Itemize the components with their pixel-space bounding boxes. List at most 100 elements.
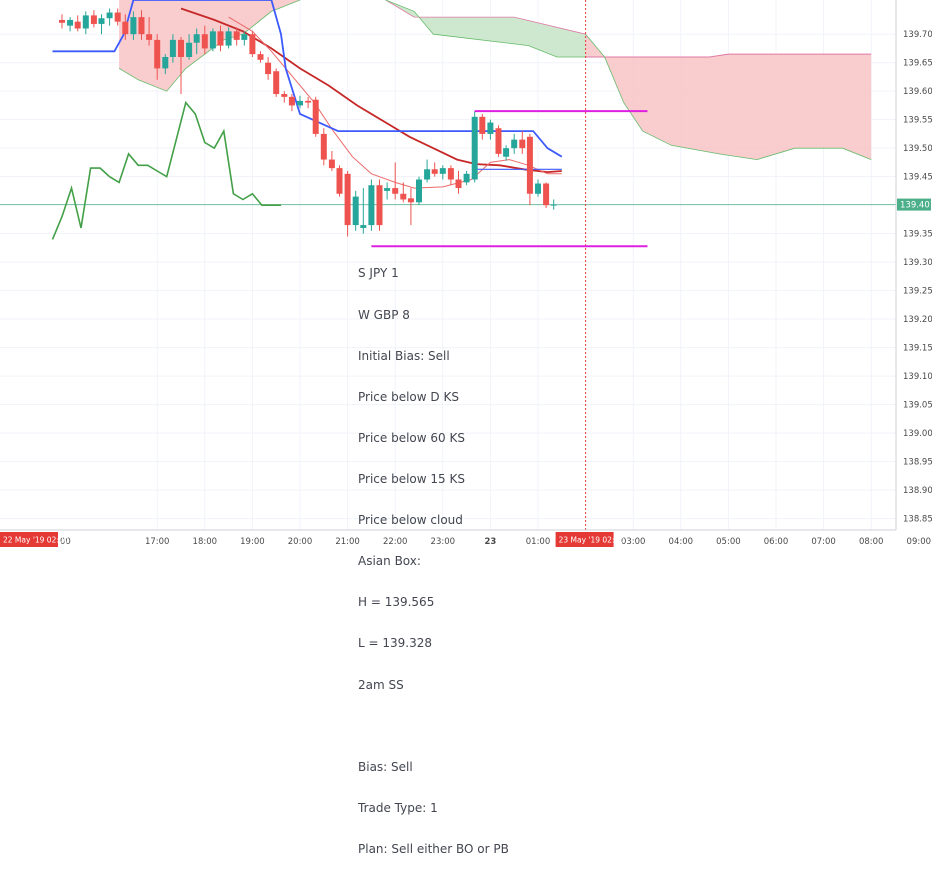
- last-price-label: 139.401: [900, 201, 932, 211]
- candle-body-down: [273, 71, 280, 95]
- candle-body-up: [368, 185, 375, 226]
- candle-body-up: [463, 173, 470, 183]
- candle-body-down: [344, 173, 351, 226]
- candle-body-down: [201, 34, 208, 49]
- candle-body-up: [162, 56, 169, 69]
- time-tick-label: 00: [60, 537, 71, 547]
- candle-body-down: [265, 62, 272, 75]
- candle-body-down: [257, 54, 264, 60]
- candle-body-down: [336, 168, 343, 194]
- note-line: [358, 720, 509, 734]
- candle-body-up: [225, 31, 232, 46]
- price-tick-label: 139.250: [903, 287, 932, 297]
- price-tick-label: 138.850: [903, 515, 932, 525]
- time-tick-label: 20:00: [288, 537, 313, 547]
- candle-body-up: [384, 188, 391, 191]
- candle-body-down: [178, 39, 184, 57]
- candle-body-down: [114, 12, 121, 22]
- candle-body-down: [90, 15, 97, 24]
- note-line: L = 139.328: [358, 636, 432, 651]
- note-line: H = 139.565: [358, 595, 435, 610]
- time-axis-bg: [0, 530, 896, 550]
- time-tick-label: 07:00: [811, 537, 836, 547]
- candle-body-up: [439, 168, 446, 174]
- note-line: S JPY 1: [358, 266, 399, 281]
- candle-body-down: [74, 21, 81, 29]
- candle-body-up: [186, 42, 193, 57]
- price-tick-label: 138.950: [903, 458, 932, 468]
- candle-body-down: [312, 99, 319, 134]
- candle-body-up: [297, 100, 303, 106]
- candle-body-up: [487, 122, 494, 134]
- candles: [59, 8, 557, 237]
- time-tick-label: 05:00: [716, 537, 741, 547]
- candle-body-up: [352, 196, 359, 226]
- candle-body-down: [328, 159, 335, 169]
- candle-body-up: [416, 179, 422, 203]
- price-tick-label: 139.450: [903, 173, 932, 183]
- candle-body-down: [288, 96, 295, 106]
- candle-body-down: [122, 21, 129, 35]
- candle-body-down: [400, 193, 407, 200]
- candle-body-down: [407, 198, 414, 203]
- note-line: W GBP 8: [358, 307, 410, 322]
- cloud-span-a-line: [385, 0, 586, 35]
- candle-body-up: [550, 204, 557, 206]
- price-axis-bg: [896, 0, 932, 550]
- candle-body-down: [392, 188, 399, 194]
- candle-body-down: [281, 94, 288, 97]
- price-tick-label: 139.300: [903, 258, 932, 268]
- time-tick-label: 03:00: [621, 537, 646, 547]
- note-line: Price below cloud: [358, 513, 463, 528]
- cloud-bearish: [119, 0, 348, 92]
- candle-body-up: [193, 34, 200, 43]
- candle-body-up: [241, 34, 248, 40]
- note-line: Plan: Sell either BO or PB: [358, 841, 509, 856]
- price-tick-label: 139.000: [903, 429, 932, 439]
- candle-body-down: [431, 169, 438, 174]
- candle-body-up: [503, 148, 510, 157]
- grid: [0, 0, 920, 530]
- price-axis: 139.700 139.650 139.600 139.550 139.500 139.4…: [895, 0, 932, 550]
- cloud-span-b-line: [585, 33, 872, 161]
- price-tick-label: 139.700: [903, 30, 932, 40]
- price-tick-label: 139.650: [903, 59, 932, 69]
- date-badge-label: 22 May '19 02:00: [3, 536, 69, 545]
- candle-body-down: [217, 31, 224, 46]
- time-tick-label: 01:00: [526, 537, 551, 547]
- time-tick-label: 21:00: [335, 537, 360, 547]
- time-tick-label: 18:00: [193, 537, 218, 547]
- cloud-span-b-line: [385, 0, 586, 58]
- candle-body-up: [209, 31, 216, 49]
- price-tick-label: 139.100: [903, 372, 932, 382]
- candle-body-up: [98, 18, 105, 24]
- candle-body-up: [511, 139, 518, 149]
- cloud-bullish: [385, 0, 586, 57]
- time-tick-label: 06:00: [764, 537, 789, 547]
- note-line: 2am SS: [358, 677, 404, 692]
- time-tick-label: 19:00: [240, 537, 265, 547]
- time-tick-label: 22:00: [383, 537, 408, 547]
- candle-body-down: [376, 185, 383, 226]
- date-badge: [555, 532, 614, 547]
- candle-body-down: [233, 31, 240, 40]
- price-tick-label: 139.500: [903, 144, 932, 154]
- date-badge: [0, 532, 58, 547]
- note-line: Price below D KS: [358, 389, 459, 404]
- price-tick-label: 139.050: [903, 401, 932, 411]
- time-tick-label: 08:00: [859, 537, 884, 547]
- candle-body-up: [67, 19, 74, 26]
- note-line: Trade Type: 1: [358, 800, 438, 815]
- candle-body-down: [479, 116, 486, 134]
- cloud-span-b-line: [118, 0, 301, 92]
- candle-body-up: [424, 169, 431, 180]
- time-tick-label: 17:00: [145, 537, 170, 547]
- candle-body-down: [154, 39, 161, 69]
- candle-body-down: [519, 139, 526, 149]
- note-line: Bias: Sell: [358, 759, 413, 774]
- price-chart[interactable]: 139.700 139.650 139.600 139.550 139.500 139.4…: [0, 0, 932, 550]
- time-tick-label: 09:00: [907, 537, 932, 547]
- last-price-badge: [897, 198, 931, 211]
- time-tick-label: 23:00: [431, 537, 456, 547]
- candle-body-up: [82, 15, 89, 29]
